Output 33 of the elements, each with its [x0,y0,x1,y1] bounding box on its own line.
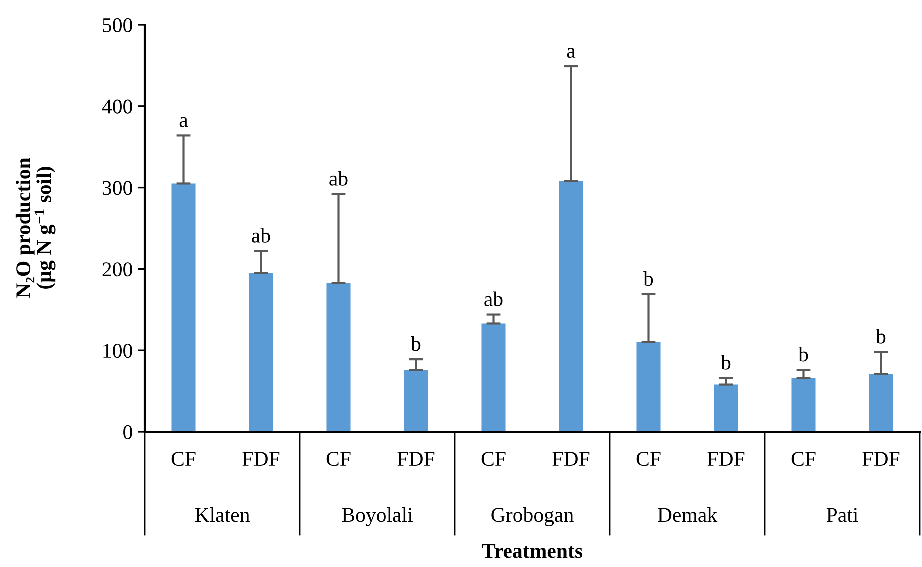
annotation: ab [484,292,503,306]
text: Demak [658,508,718,522]
x-tick-label: FDF [242,452,280,466]
x-tick-label: CF [326,452,351,466]
y-tick-label: 400 [102,100,132,114]
text: Grobogan [492,508,574,526]
annotation: b [411,336,421,352]
annotation: b [644,271,654,286]
y-tick-label: 300 [102,181,132,196]
text: Klaten [195,508,250,522]
annotation: b [798,347,808,362]
x-tick-label: CF [482,452,506,466]
x-tick-label: CF [792,452,816,466]
x-axis-title: Treatments [482,544,583,558]
y-tick-label: 500 [103,18,132,32]
annotation: a [180,117,188,128]
y-tick-label: 0 [124,425,132,440]
text: Pati [826,508,858,522]
x-tick-label: CF [636,452,661,466]
y-axis-title: N₂O production (µg N g$^{−1}$ soil) [16,158,56,298]
annotation: a [567,48,576,58]
y-tick-label: 100 [104,344,132,358]
x-tick-label: FDF [862,452,900,466]
x-tick-label: FDF [708,452,745,466]
annotation: b [876,329,886,344]
annotation: b [721,355,731,370]
x-tick-label: FDF [552,452,590,466]
y-tick-label: 200 [102,262,132,277]
x-tick-label: FDF [398,452,435,466]
annotation: ab [330,171,348,186]
annotation: ab [252,228,270,243]
x-tick-label: CF [172,452,196,466]
text: Boyolali [342,508,413,526]
